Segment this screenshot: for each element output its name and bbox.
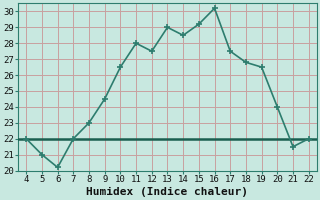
X-axis label: Humidex (Indice chaleur): Humidex (Indice chaleur) xyxy=(86,186,248,197)
